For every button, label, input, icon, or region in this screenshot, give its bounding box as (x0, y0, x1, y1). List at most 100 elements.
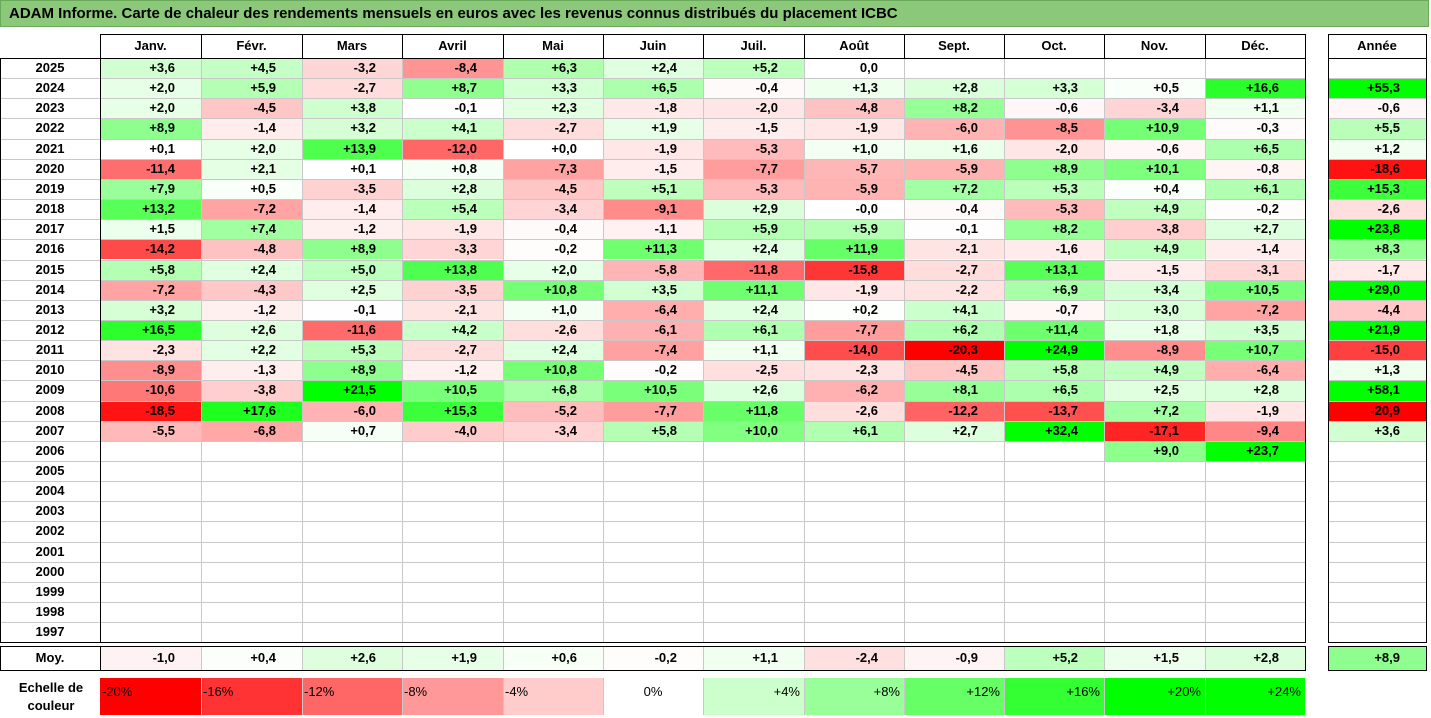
grid-line (0, 138, 100, 140)
heatmap-cell: -14,2 (100, 239, 201, 260)
heatmap-cell (904, 562, 1004, 582)
heatmap-cell (1104, 562, 1205, 582)
heatmap-cell: -0,6 (1104, 138, 1205, 159)
year-label: 2005 (35, 463, 65, 478)
annual-cell (1328, 542, 1426, 562)
grid-line (703, 646, 704, 670)
grid-line (904, 678, 905, 715)
grid-line (804, 678, 805, 715)
heatmap-cell (201, 441, 302, 461)
heatmap-cell (201, 542, 302, 562)
heatmap-cell (1004, 542, 1104, 562)
grid-line (1328, 440, 1426, 442)
heatmap-cell (703, 521, 804, 541)
heatmap-cell: +0,0 (503, 138, 603, 159)
heatmap-cell: +10,9 (1104, 118, 1205, 139)
grid-line (1328, 199, 1426, 201)
year-label: 2000 (35, 563, 65, 579)
annual-cell (1328, 501, 1426, 521)
heatmap-cell (1004, 481, 1104, 501)
heatmap-cell: +8,9 (302, 239, 402, 260)
heatmap-cell: +2,4 (201, 259, 302, 280)
heatmap-cell: +8,7 (402, 78, 503, 99)
heatmap-cell (603, 461, 703, 481)
heatmap-cell: -0,4 (503, 219, 603, 240)
heatmap-cell: +13,8 (402, 259, 503, 280)
grid-line (1328, 622, 1426, 624)
grid-line (100, 541, 1305, 543)
heatmap-cell: +11,1 (703, 279, 804, 300)
heatmap-cell: -1,4 (302, 199, 402, 220)
heatmap-cell: +5,8 (100, 259, 201, 280)
heatmap-cell (302, 602, 402, 622)
grid-line (0, 481, 100, 483)
grid-line (1328, 319, 1426, 321)
heatmap-cell: +5,4 (402, 199, 503, 220)
heatmap-cell: -3,5 (302, 178, 402, 200)
heatmap-cell: -17,1 (1104, 420, 1205, 441)
year-label: 2015 (35, 261, 65, 277)
annual-cell: -20,9 (1328, 400, 1426, 421)
annual-cell (1328, 58, 1426, 78)
heatmap-cell: +10,7 (1205, 340, 1305, 361)
heatmap-cell: +2,8 (1205, 380, 1305, 401)
average-label: Moy. (35, 650, 65, 665)
average-cell: +1,5 (1104, 646, 1205, 670)
heatmap-cell: +2,6 (201, 319, 302, 341)
heatmap-cell (1104, 602, 1205, 622)
heatmap-cell (1004, 501, 1104, 521)
heatmap-cell: -7,7 (703, 158, 804, 179)
grid-line (503, 58, 504, 643)
frame-line (100, 58, 101, 643)
annual-cell: +23,8 (1328, 219, 1426, 240)
heatmap-cell: -2,0 (1004, 138, 1104, 159)
heatmap-cell (703, 481, 804, 501)
grid-line (0, 299, 100, 301)
heatmap-cell: +5,9 (804, 219, 904, 240)
heatmap-cell: -2,6 (503, 319, 603, 341)
heatmap-cell: +0,5 (201, 178, 302, 200)
grid-line (100, 239, 1305, 241)
heatmap-cell (603, 542, 703, 562)
heatmap-cell (804, 622, 904, 642)
grid-line (100, 299, 1305, 301)
heatmap-cell (804, 481, 904, 501)
grid-line (100, 78, 1305, 80)
grid-line (503, 678, 504, 715)
heatmap-cell: -0,8 (1205, 158, 1305, 179)
frame-line (1328, 34, 1426, 35)
heatmap-cell (1205, 58, 1305, 78)
grid-line (904, 646, 905, 670)
month-header: Nov. (1140, 38, 1169, 53)
heatmap-cell: +2,4 (503, 340, 603, 361)
heatmap-cell: -18,5 (100, 400, 201, 421)
heatmap-cell: -0,2 (603, 360, 703, 381)
heatmap-cell: +2,4 (703, 239, 804, 260)
year-label: 2006 (35, 442, 65, 458)
grid-line (1328, 239, 1426, 241)
heatmap-cell: -10,6 (100, 380, 201, 401)
heatmap-cell: +2,6 (703, 380, 804, 401)
heatmap-cell: -0,7 (1004, 299, 1104, 320)
heatmap-cell: +5,2 (703, 58, 804, 79)
average-cell: +5,2 (1004, 646, 1104, 670)
heatmap-cell: -2,7 (302, 78, 402, 99)
heatmap-cell: -7,7 (603, 400, 703, 421)
heatmap-cell: +5,0 (302, 259, 402, 280)
heatmap-cell (1205, 521, 1305, 541)
annual-cell (1328, 441, 1426, 461)
heatmap-cell: -1,9 (603, 138, 703, 159)
year-label: 2002 (35, 523, 65, 539)
heatmap-cell: +3,3 (1004, 78, 1104, 99)
year-label: 2016 (35, 241, 65, 257)
heatmap-cell (302, 481, 402, 501)
grid-line (0, 541, 100, 543)
heatmap-cell: +2,7 (1205, 219, 1305, 240)
heatmap-cell: +1,0 (804, 138, 904, 159)
heatmap-cell: +3,6 (100, 58, 201, 79)
year-label: 2021 (35, 140, 65, 156)
heatmap-cell (100, 602, 201, 622)
heatmap-cell: -1,8 (603, 98, 703, 119)
heatmap-cell (302, 461, 402, 481)
color-scale-swatch: +4% (703, 678, 804, 715)
